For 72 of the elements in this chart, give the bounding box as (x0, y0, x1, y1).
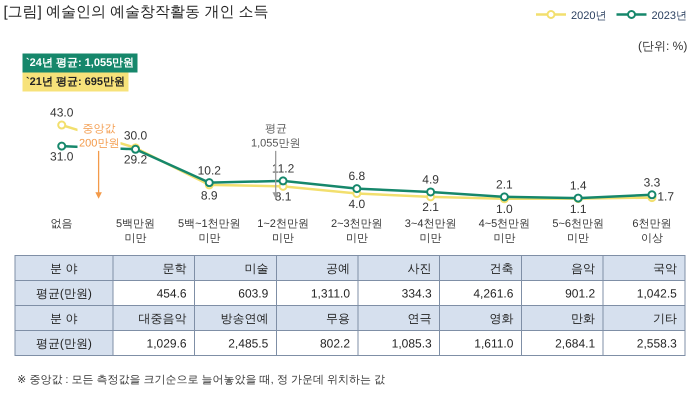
text: 음악 (571, 262, 596, 276)
text: 사진 (408, 262, 432, 276)
text: 방송연예 (220, 312, 268, 326)
data-label: 10.2 (198, 163, 222, 178)
text: 1,085.3 (392, 336, 432, 351)
text: 2,558.3 (636, 336, 678, 351)
annotation: 중앙값 200만원 (79, 123, 120, 150)
text: 만화 (571, 312, 596, 326)
x-tick-label: 3~4천만원 미만 (404, 218, 456, 244)
legend-label: 2020년 (571, 10, 606, 22)
text: 454.6 (156, 286, 187, 301)
data-label: 30.0 (124, 128, 148, 142)
data-label: 43.0 (50, 106, 74, 120)
data-label: 1.1 (570, 202, 587, 216)
text: 문학 (162, 262, 187, 276)
point (278, 176, 288, 186)
point (352, 184, 362, 194)
text: 901.2 (565, 286, 596, 301)
text: 603.9 (238, 286, 269, 301)
text: `21년 평균: 695만원 (26, 76, 126, 88)
text: 2,485.5 (228, 336, 269, 351)
data-label: 8.9 (200, 188, 218, 202)
point (57, 120, 66, 130)
text: (단위: %) (638, 39, 688, 53)
x-tick-label: 없음 (50, 218, 73, 230)
text: 4,261.6 (473, 286, 514, 301)
data-label: 4.0 (348, 196, 366, 211)
annotation: 평균 1,055만원 (251, 123, 301, 150)
x-tick-label: 1~2천만원 미만 (257, 218, 309, 244)
chart-title: [그림] 예술인의 예술창작활동 개인 소득 (4, 3, 269, 20)
x-tick-label: 5백~1천만원 미만 (178, 218, 241, 244)
x-tick-label: 2~3천만원 미만 (331, 218, 383, 244)
data-label: 2.1 (496, 177, 514, 192)
data-label: 1.4 (570, 178, 587, 193)
text: 공예 (326, 262, 350, 276)
text: 1,311.0 (310, 286, 350, 301)
text: 대중음악 (138, 312, 187, 326)
text: 영화 (489, 312, 514, 326)
text: 분 야 (50, 312, 78, 326)
text: 국악 (652, 262, 677, 276)
point (57, 142, 66, 151)
text: 기타 (652, 312, 677, 326)
text: 1,611.0 (474, 336, 514, 351)
data-label: 2.1 (422, 200, 440, 214)
data-label: 3.3 (644, 175, 661, 190)
text: 1,042.5 (636, 286, 678, 301)
x-tick-label: 4~5천만원 미만 (478, 218, 530, 244)
text: 연극 (408, 312, 432, 326)
text: 1,029.6 (146, 336, 187, 351)
data-label: 1.0 (496, 202, 514, 216)
x-tick-label: 6천만원 이상 (632, 218, 672, 244)
text: 334.3 (402, 286, 432, 301)
data-label: 6.8 (348, 169, 366, 184)
x-tick-label: 5백만원 미만 (116, 218, 156, 244)
text: 802.2 (320, 336, 350, 351)
text: 무용 (326, 312, 350, 326)
data-label: 31.0 (50, 149, 74, 164)
text: 평균(만원) (36, 336, 92, 351)
text: 미술 (244, 262, 268, 276)
text: ※ 중앙값 : 모든 측정값을 크기순으로 늘어놓았을 때, 정 가운데 위치하는 값 (17, 374, 385, 386)
data-label: 29.2 (124, 152, 148, 167)
text: `24년 평균: 1,055만원 (26, 57, 134, 69)
text: 평균(만원) (36, 286, 92, 301)
point (426, 187, 436, 196)
point (647, 190, 656, 200)
data-label: 1.7 (657, 190, 674, 204)
legend-label: 2023년 (651, 10, 687, 22)
x-tick-label: 5~6천만원 미만 (552, 218, 604, 244)
text: 분 야 (50, 262, 78, 276)
data-label: 4.9 (422, 172, 440, 187)
text: 2,684.1 (555, 336, 596, 351)
text: 건축 (489, 262, 514, 276)
